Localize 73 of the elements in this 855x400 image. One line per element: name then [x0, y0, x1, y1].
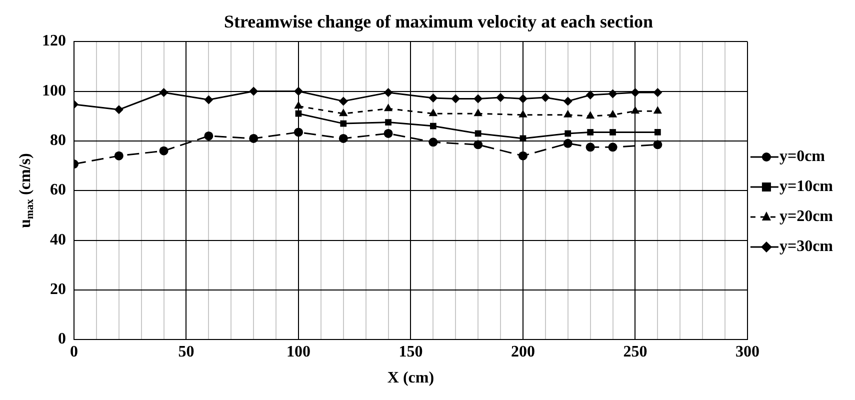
point: [518, 151, 528, 160]
point: [204, 131, 214, 140]
point: [608, 110, 618, 118]
point: [653, 106, 662, 114]
x-tick-label: 200: [510, 343, 535, 360]
point: [630, 106, 640, 114]
point: [654, 129, 661, 136]
y-tick-label: 100: [42, 82, 66, 100]
point: [630, 88, 640, 98]
point: [451, 94, 460, 104]
y-axis-title: umax (cm/s): [17, 153, 36, 228]
x-tick-label: 100: [286, 343, 310, 360]
y-tick-label: 40: [50, 231, 66, 248]
point: [249, 134, 258, 143]
point: [294, 128, 303, 137]
point: [428, 138, 438, 147]
point: [384, 128, 393, 138]
point: [518, 94, 528, 104]
point: [608, 142, 618, 152]
point: [338, 134, 348, 143]
x-tick-label: 0: [70, 343, 78, 360]
point: [474, 108, 482, 116]
point: [496, 92, 506, 102]
x-axis-title: X (cm): [387, 370, 434, 387]
point: [385, 119, 392, 126]
chart-title: Streamwise change of maximum velocity at each section: [224, 11, 654, 32]
point: [563, 138, 572, 148]
legend-label: y=10cm: [779, 178, 834, 196]
point: [610, 129, 616, 136]
point: [114, 151, 124, 160]
point: [586, 90, 595, 100]
point: [563, 96, 572, 106]
legend-label: y=30cm: [779, 238, 834, 256]
legend-label: y=0cm: [779, 148, 826, 166]
point: [653, 140, 662, 150]
point: [518, 110, 528, 118]
y-tick-label: 80: [50, 132, 66, 150]
x-tick-label: 300: [735, 343, 760, 360]
point: [474, 130, 482, 137]
point: [295, 110, 302, 117]
point: [338, 96, 348, 106]
y-tick-label: 120: [42, 32, 66, 50]
point: [587, 129, 594, 136]
point: [339, 108, 348, 116]
point: [474, 94, 483, 104]
y-tick-label: 20: [50, 281, 66, 298]
point: [586, 142, 595, 152]
y-tick-label: 0: [58, 330, 66, 348]
point: [249, 86, 258, 96]
point: [428, 108, 438, 116]
legend-label: y=20cm: [779, 208, 834, 226]
point: [294, 86, 303, 96]
x-tick-label: 250: [623, 343, 648, 360]
point: [114, 105, 124, 114]
point: [474, 140, 483, 150]
x-tick-label: 150: [398, 343, 423, 360]
point: [340, 120, 347, 127]
point: [564, 110, 572, 118]
point: [564, 130, 572, 137]
point: [384, 88, 393, 98]
point: [540, 92, 550, 102]
point: [608, 89, 618, 98]
point: [430, 122, 436, 130]
point: [159, 146, 168, 156]
point: [428, 93, 438, 102]
point: [204, 95, 214, 104]
point: [384, 104, 393, 112]
point: [294, 101, 303, 109]
point: [159, 88, 168, 98]
point: [586, 111, 595, 119]
y-tick-label: 60: [50, 182, 66, 199]
x-tick-label: 50: [178, 343, 194, 360]
point: [653, 88, 662, 98]
